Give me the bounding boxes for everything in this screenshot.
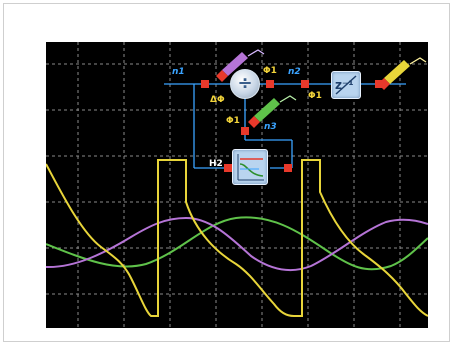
unit-delay-block: z⁻¹ <box>331 71 361 99</box>
label-phi-right: Φ1 <box>308 91 322 101</box>
figure-frame: ÷ z⁻¹ n1 Φ1 n2 Φ1 ΔΦ Φ1 n3 H2 <box>3 3 450 342</box>
signal-wires <box>164 83 406 169</box>
trace-purple <box>46 216 428 272</box>
scope-canvas <box>46 42 428 328</box>
divider-symbol: ÷ <box>237 73 253 94</box>
scope-grid <box>46 42 428 328</box>
label-n2: n2 <box>288 67 301 77</box>
filter-block <box>232 149 268 185</box>
probe-purple-icon <box>216 49 265 82</box>
label-phi-mid: Φ1 <box>226 116 240 126</box>
trace-yellow <box>46 159 428 317</box>
filter-response-icon <box>237 154 264 181</box>
probe-yellow-icon <box>378 57 427 90</box>
label-n3: n3 <box>264 122 277 132</box>
trace-green <box>46 216 428 271</box>
probe-green-icon <box>248 95 297 128</box>
label-n1: n1 <box>172 67 185 77</box>
oscilloscope-display: ÷ z⁻¹ n1 Φ1 n2 Φ1 ΔΦ Φ1 n3 H2 <box>46 42 428 328</box>
divider-block: ÷ <box>230 69 260 99</box>
label-h2: H2 <box>209 159 223 169</box>
unit-delay-label: z⁻¹ <box>335 78 354 92</box>
label-delta-phi: ΔΦ <box>210 95 225 105</box>
label-phi-top: Φ1 <box>263 66 277 76</box>
